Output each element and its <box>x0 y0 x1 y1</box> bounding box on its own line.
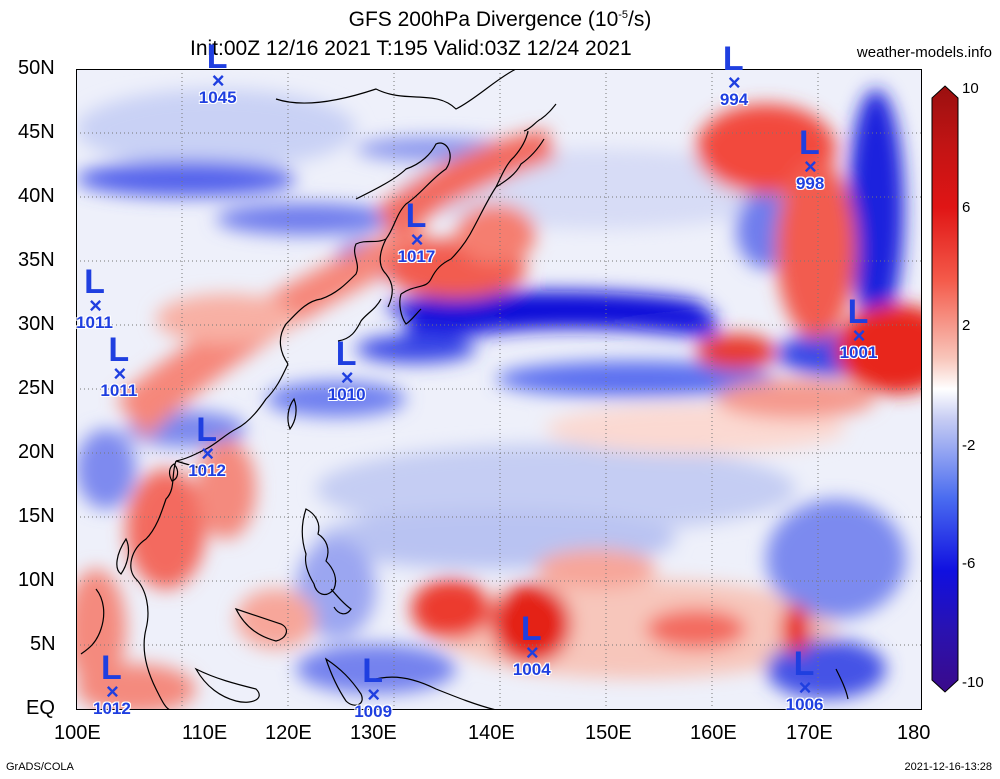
coastlines <box>80 69 849 710</box>
low-symbol: L <box>101 649 122 688</box>
low-center-mark: × <box>367 681 381 707</box>
low-symbol: L <box>196 410 217 449</box>
title-suffix: /s) <box>628 8 652 31</box>
lat-label-40n: 40N <box>18 185 55 207</box>
lon-label-170e: 170E <box>786 722 833 744</box>
low-center-mark: × <box>410 226 424 252</box>
low-center-mark: × <box>89 293 102 319</box>
lat-label-20n: 20N <box>18 441 55 463</box>
low-center-mark: × <box>803 153 817 179</box>
low-symbol: L <box>520 609 542 648</box>
lat-label-50n: 50N <box>18 57 55 79</box>
low-center-mark: × <box>201 440 215 466</box>
low-symbol: L <box>798 123 820 162</box>
low-symbol: L <box>84 263 105 302</box>
lat-label-eq: EQ <box>26 697 55 719</box>
colorbar-label-2: 2 <box>962 317 971 334</box>
low-symbol: L <box>793 645 815 684</box>
lat-label-25n: 25N <box>18 377 55 399</box>
low-pressure-value: 1004 <box>512 659 551 679</box>
lat-label-10n: 10N <box>18 569 55 591</box>
colorbar-label-10: 10 <box>962 80 979 97</box>
lon-label-120e: 120E <box>265 722 312 744</box>
low-symbol: L <box>108 331 130 370</box>
chart-subtitle: Init:00Z 12/16 2021 T:195 Valid:03Z 12/2… <box>190 37 632 60</box>
low-symbol: L <box>847 292 869 331</box>
title-prefix: GFS 200hPa Divergence (10 <box>348 8 619 31</box>
low-symbol: L <box>362 651 383 690</box>
low-center-mark: × <box>727 70 741 96</box>
lon-label-180: 180 <box>897 722 931 744</box>
lon-label-150e: 150E <box>585 722 632 744</box>
lat-label-15n: 15N <box>18 505 55 527</box>
low-center-mark: × <box>211 67 225 93</box>
grid-lines <box>76 69 922 710</box>
low-pressure-value: 1012 <box>188 460 227 480</box>
colorbar-label-neg10: -10 <box>962 674 984 691</box>
low-pressure-value: 994 <box>719 90 749 110</box>
colorbar-label-6: 6 <box>962 199 971 216</box>
low-symbol: L <box>405 196 427 235</box>
low-pressure-value: 998 <box>795 173 825 193</box>
chart-title: GFS 200hPa Divergence (10-5/s) <box>0 8 1000 32</box>
lon-label-140e: 140E <box>468 722 515 744</box>
software-credit: GrADS/COLA <box>6 761 74 773</box>
low-pressure-value: 1011 <box>100 381 138 401</box>
lat-label-30n: 30N <box>18 313 55 335</box>
colorbar-label-neg2: -2 <box>962 437 976 454</box>
lat-label-45n: 45N <box>18 121 55 143</box>
title-exponent: -5 <box>618 9 629 21</box>
low-symbol: L <box>206 37 228 76</box>
lon-label-110e: 110E <box>182 722 228 744</box>
lat-label-5n: 5N <box>30 633 56 655</box>
lon-label-160e: 160E <box>690 722 737 744</box>
low-center-mark: × <box>106 679 119 705</box>
divergence-field-map <box>76 69 922 710</box>
lon-label-130e: 130E <box>350 722 397 744</box>
low-pressure-value: 1011 <box>76 313 113 333</box>
site-credit: weather-models.info <box>856 44 992 61</box>
lat-label-35n: 35N <box>18 249 55 271</box>
low-pressure-value: 1001 <box>839 342 878 362</box>
low-center-mark: × <box>525 639 539 665</box>
low-pressure-value: 1010 <box>327 385 366 405</box>
colorbar-scale <box>931 85 959 693</box>
low-center-mark: × <box>798 675 812 701</box>
generation-timestamp: 2021-12-16-13:28 <box>904 761 992 773</box>
map-frame <box>76 69 922 710</box>
low-center-mark: × <box>852 322 866 348</box>
low-center-mark: × <box>113 361 127 387</box>
low-center-mark: × <box>340 365 354 391</box>
low-pressure-value: 1045 <box>198 87 237 107</box>
colorbar-label-neg6: -6 <box>962 555 976 572</box>
low-pressure-value: 1009 <box>354 701 393 721</box>
low-symbol: L <box>722 40 744 79</box>
low-symbol: L <box>335 335 357 374</box>
colorbar <box>931 85 959 693</box>
low-pressure-value: 1012 <box>93 699 131 719</box>
lon-label-100e: 100E <box>54 722 101 744</box>
low-pressure-value: 1006 <box>785 695 824 715</box>
low-pressure-value: 1017 <box>397 246 436 266</box>
